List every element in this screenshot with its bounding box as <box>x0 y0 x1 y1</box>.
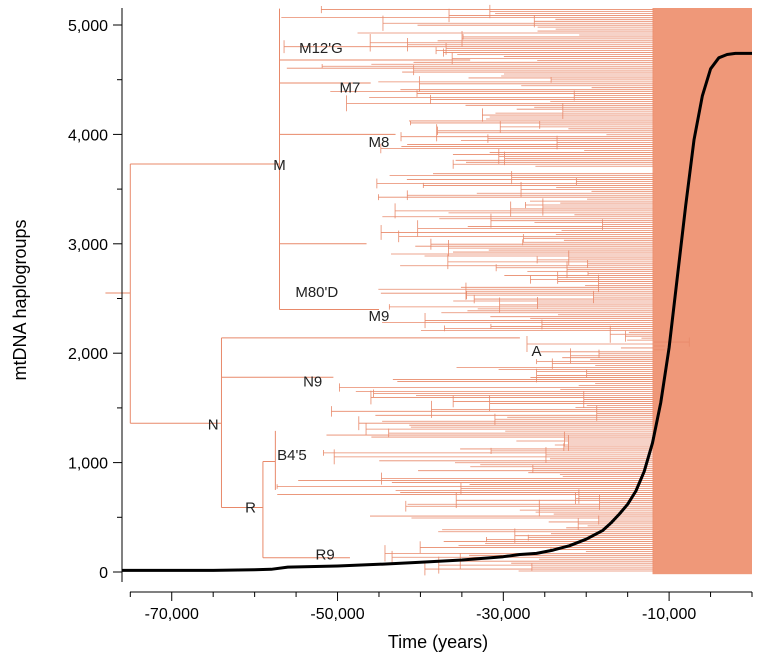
tree-node-label: R9 <box>315 546 334 563</box>
tree-node-label: M <box>273 157 286 174</box>
x-tick-label: -30,000 <box>476 606 530 623</box>
x-tick-label: -70,000 <box>145 606 199 623</box>
tree-node-label: M9 <box>369 308 390 325</box>
y-axis-title: mtDNA haplogroups <box>10 219 30 380</box>
phylogenetic-tree <box>105 4 752 576</box>
tree-node-label: M7 <box>340 79 361 96</box>
axes: 0 1,000 2,000 3,000 4,000 5,000 -70,000 -50,000… <box>68 8 753 623</box>
x-tick-label: -50,000 <box>310 606 364 623</box>
cumulative-line <box>122 51 752 572</box>
tree-node-label: A <box>531 343 541 360</box>
tree-node-label: B4'5 <box>277 447 307 464</box>
tree-node-label: M80'D <box>295 284 338 301</box>
y-tick-label: 5,000 <box>68 18 108 35</box>
y-tick-label: 3,000 <box>68 237 108 254</box>
cumulative-line-layer <box>122 51 752 572</box>
y-tick-label: 0 <box>99 565 108 582</box>
tree-node-label: N <box>208 416 219 433</box>
tree-node-label: M12'G <box>299 40 343 57</box>
tree-fine-branches <box>276 4 690 576</box>
tree-node-label: M8 <box>369 134 390 151</box>
x-axis-title: Time (years) <box>388 632 488 652</box>
y-tick-label: 4,000 <box>68 127 108 144</box>
node-label-layer: M N R M12'G M7 M8 M80'D M9 A N9 B4'5 R9 <box>208 40 542 564</box>
y-tick-label: 2,000 <box>68 346 108 363</box>
tree-node-label: N9 <box>303 374 322 391</box>
y-tick-label: 1,000 <box>68 456 108 473</box>
tree-node-label: R <box>245 499 256 516</box>
x-tick-label: -10,000 <box>642 606 696 623</box>
